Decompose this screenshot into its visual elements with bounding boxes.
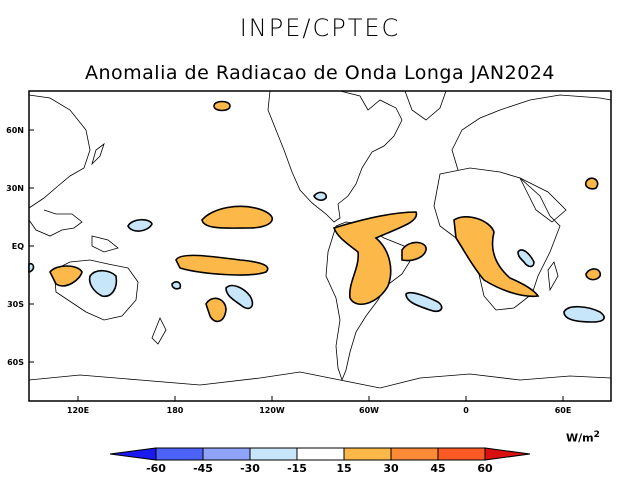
anomaly-negative-west-edge [28, 262, 35, 274]
y-axis-label-30n: 30N [6, 184, 24, 193]
anomaly-positive-ne-brazil [401, 241, 427, 262]
anomaly-negative-australia [88, 269, 118, 298]
colorbar [109, 447, 531, 461]
y-axis-label-60s: 60S [7, 358, 24, 367]
colorbar-above-60 [484, 447, 531, 461]
anomaly-negative-south-pacific [225, 284, 254, 310]
coast-asia-se [28, 209, 83, 237]
map-frame [28, 90, 612, 402]
anomaly-positive-central-pacific [201, 205, 274, 229]
coast-south-america [325, 221, 413, 382]
colorbar-label: 30 [383, 462, 399, 475]
colorbar-bin-4 [296, 447, 345, 461]
anomaly-negative-south-indian [563, 305, 605, 323]
coast-eurasia [451, 94, 612, 171]
x-axis-label-180: 180 [167, 406, 184, 415]
coast-indonesia [91, 235, 119, 253]
anomaly-positive-indian-ocean [585, 268, 601, 281]
coast-antarctica [28, 371, 612, 389]
colorbar-bin-5 [343, 447, 392, 461]
anomaly-positive-africa [453, 216, 540, 298]
coast-madagascar [547, 261, 559, 292]
colorbar-below-60 [109, 447, 157, 461]
colorbar-label: -60 [146, 462, 166, 475]
coast-greenland [404, 90, 447, 121]
positive-anomaly-regions [49, 100, 601, 323]
colorbar-label: 15 [336, 462, 351, 475]
colorbar-label: 60 [477, 462, 493, 475]
colorbar-bin-2 [202, 447, 251, 461]
x-axis-label-120e: 120E [67, 406, 89, 415]
y-axis-label-60n: 60N [6, 126, 24, 135]
coast-australia [53, 259, 139, 321]
colorbar-bin-1 [155, 447, 204, 461]
y-axis-label-30s: 30S [7, 300, 24, 309]
negative-anomaly-regions [28, 191, 605, 323]
colorbar-label: -45 [193, 462, 213, 475]
x-axis-label-60w: 60W [359, 406, 379, 415]
x-axis-label-0: 0 [463, 406, 469, 415]
anomaly-positive-south-america [332, 211, 418, 306]
anomaly-positive-south-pacific [175, 254, 269, 276]
x-axis-label-60e: 60E [555, 406, 572, 415]
anomaly-positive-arabian-sea [584, 177, 599, 190]
units-label: W/m2 [566, 430, 600, 445]
y-axis-label-eq: EQ [12, 242, 24, 251]
coast-asia-south [28, 94, 91, 209]
anomaly-positive-australia [49, 265, 83, 287]
coast-japan [91, 142, 105, 166]
colorbar-bin-7 [437, 447, 486, 461]
colorbar-bin-3 [249, 447, 298, 461]
map-title: Anomalia de Radiacao de Onda Longa JAN20… [84, 62, 556, 84]
colorbar-label: -30 [240, 462, 260, 475]
anomaly-negative-nz [171, 281, 182, 290]
anomaly-negative-cuba [313, 191, 328, 201]
coast-new-zealand [151, 317, 167, 345]
coast-arabia [519, 177, 567, 223]
coast-north-america [267, 90, 403, 223]
organization-title: INPE/CPTEC [239, 14, 401, 42]
anomaly-negative-western-pacific [127, 218, 153, 232]
x-axis-label-120w: 120W [259, 406, 285, 415]
colorbar-label: 45 [430, 462, 445, 475]
anomaly-positive-arctic [213, 100, 231, 112]
colorbar-bin-6 [390, 447, 439, 461]
axis-ticks [29, 129, 564, 401]
units-exponent: 2 [593, 430, 600, 440]
anomaly-negative-south-atlantic [405, 291, 443, 313]
anomaly-positive-se-pacific [205, 297, 227, 323]
colorbar-label: -15 [287, 462, 307, 475]
units-base: W/m [566, 431, 594, 445]
anomaly-negative-madagascar [517, 249, 535, 268]
